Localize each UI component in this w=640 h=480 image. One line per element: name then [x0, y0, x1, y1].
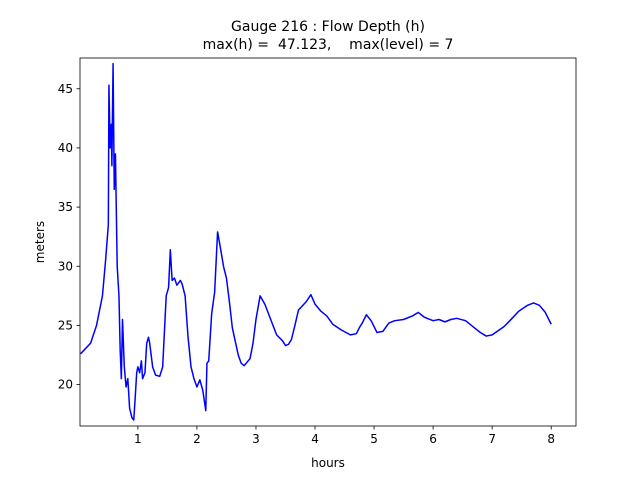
y-tick-label: 20 [58, 378, 73, 392]
x-tick-label: 2 [193, 432, 201, 446]
x-tick-label: 1 [134, 432, 142, 446]
chart-title: Gauge 216 : Flow Depth (h) [231, 19, 425, 35]
y-tick-label: 35 [58, 200, 73, 214]
x-axis-label: hours [311, 456, 345, 470]
plot-frame [79, 57, 577, 427]
x-tick-label: 7 [488, 432, 496, 446]
y-tick-label: 30 [58, 259, 73, 273]
y-tick-label: 40 [58, 141, 73, 155]
chart-subtitle: max(h) = 47.123, max(level) = 7 [203, 37, 454, 53]
x-tick-label: 8 [547, 432, 555, 446]
x-tick-label: 5 [370, 432, 378, 446]
x-tick-label: 6 [429, 432, 437, 446]
data-line [80, 62, 552, 421]
y-tick-label: 25 [58, 318, 73, 332]
x-tick-label: 3 [252, 432, 260, 446]
y-tick-label: 45 [58, 82, 73, 96]
y-axis-label: meters [33, 221, 47, 263]
x-tick-label: 4 [311, 432, 319, 446]
